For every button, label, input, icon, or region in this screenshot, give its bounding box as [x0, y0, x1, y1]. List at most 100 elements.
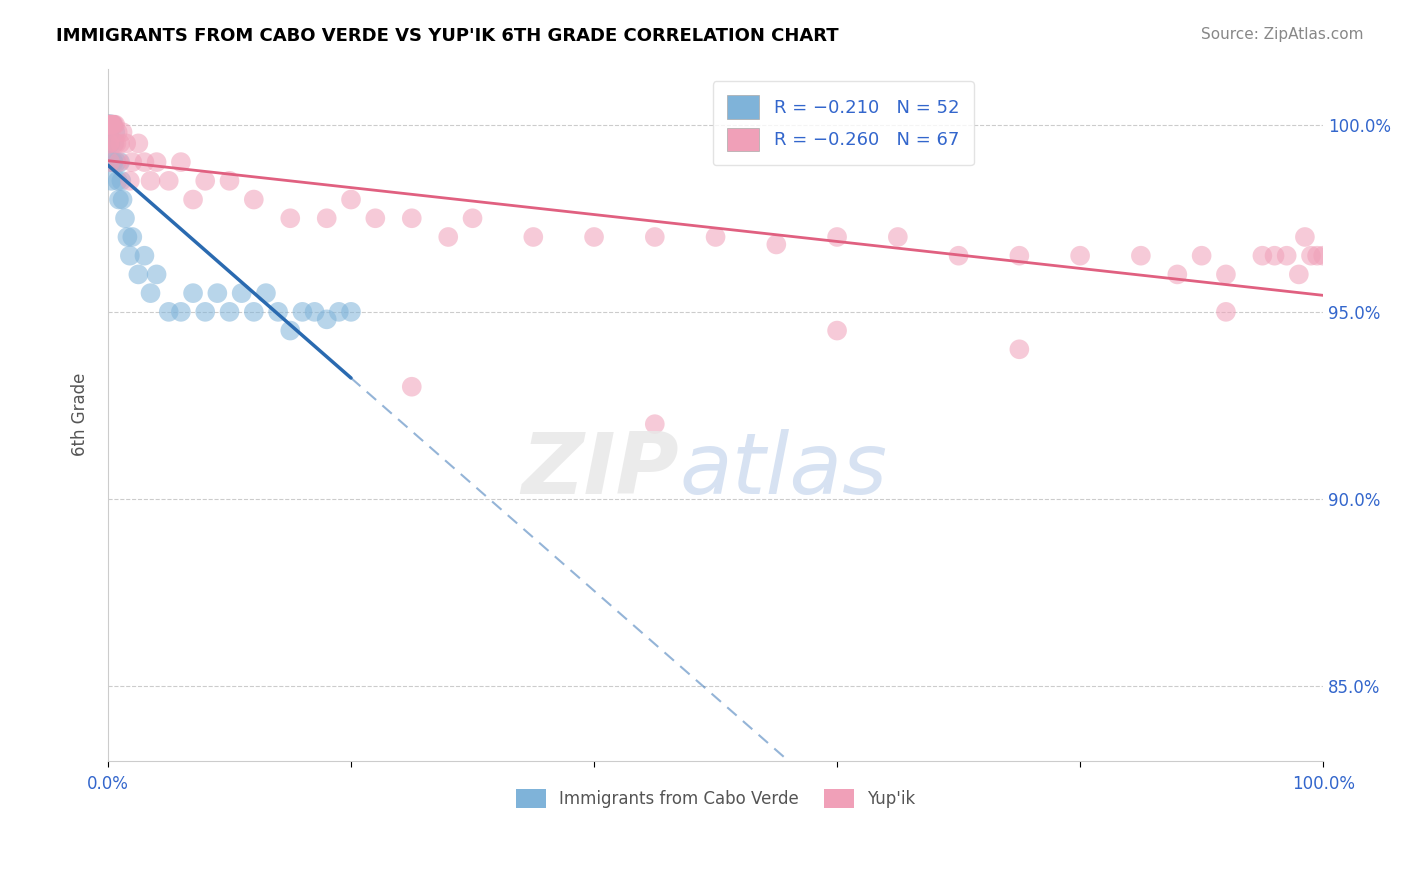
Point — [1008, 249, 1031, 263]
Point — [315, 211, 337, 226]
Point — [583, 230, 606, 244]
Text: IMMIGRANTS FROM CABO VERDE VS YUP'IK 6TH GRADE CORRELATION CHART: IMMIGRANTS FROM CABO VERDE VS YUP'IK 6TH… — [56, 27, 839, 45]
Point — [101, 118, 124, 132]
Point — [100, 118, 122, 132]
Point — [107, 174, 129, 188]
Point — [170, 305, 193, 319]
Point — [100, 118, 122, 132]
Point — [328, 305, 350, 319]
Point — [103, 118, 125, 132]
Point — [108, 136, 131, 151]
Point — [134, 155, 156, 169]
Point — [98, 118, 121, 132]
Point — [1299, 249, 1322, 263]
Point — [98, 118, 121, 132]
Point — [100, 118, 122, 132]
Point — [157, 305, 180, 319]
Point — [139, 174, 162, 188]
Point — [461, 211, 484, 226]
Point — [98, 136, 121, 151]
Point — [522, 230, 544, 244]
Point — [218, 305, 240, 319]
Point — [111, 125, 134, 139]
Point — [1306, 249, 1329, 263]
Point — [121, 230, 143, 244]
Point — [118, 174, 141, 188]
Point — [1008, 343, 1031, 357]
Point — [157, 174, 180, 188]
Point — [98, 118, 121, 132]
Point — [765, 237, 787, 252]
Point — [139, 286, 162, 301]
Point — [1275, 249, 1298, 263]
Point — [101, 118, 124, 132]
Point — [97, 118, 120, 132]
Point — [340, 193, 363, 207]
Point — [98, 125, 121, 139]
Point — [117, 230, 139, 244]
Point — [108, 155, 131, 169]
Point — [315, 312, 337, 326]
Y-axis label: 6th Grade: 6th Grade — [72, 373, 89, 457]
Point — [948, 249, 970, 263]
Point — [100, 136, 122, 151]
Point — [100, 118, 122, 132]
Point — [108, 193, 131, 207]
Point — [100, 174, 122, 188]
Point — [231, 286, 253, 301]
Point — [207, 286, 229, 301]
Point — [1251, 249, 1274, 263]
Point — [103, 155, 125, 169]
Point — [825, 230, 848, 244]
Point — [97, 118, 120, 132]
Point — [98, 118, 121, 132]
Point — [304, 305, 326, 319]
Point — [98, 155, 121, 169]
Point — [1294, 230, 1316, 244]
Point — [97, 136, 120, 151]
Point — [218, 174, 240, 188]
Point — [100, 118, 122, 132]
Point — [1288, 268, 1310, 282]
Point — [108, 155, 131, 169]
Point — [704, 230, 727, 244]
Point — [267, 305, 290, 319]
Point — [127, 136, 149, 151]
Point — [97, 136, 120, 151]
Point — [243, 193, 266, 207]
Point — [134, 249, 156, 263]
Point — [104, 125, 127, 139]
Point — [98, 155, 121, 169]
Point — [243, 305, 266, 319]
Point — [194, 174, 217, 188]
Point — [340, 305, 363, 319]
Point — [97, 125, 120, 139]
Point — [145, 268, 167, 282]
Point — [1312, 249, 1334, 263]
Text: Source: ZipAtlas.com: Source: ZipAtlas.com — [1201, 27, 1364, 42]
Point — [114, 211, 136, 226]
Point — [111, 193, 134, 207]
Point — [437, 230, 460, 244]
Point — [170, 155, 193, 169]
Point — [644, 230, 666, 244]
Point — [110, 174, 132, 188]
Point — [278, 324, 301, 338]
Point — [115, 136, 138, 151]
Point — [100, 118, 122, 132]
Point — [825, 324, 848, 338]
Point — [254, 286, 277, 301]
Point — [107, 125, 129, 139]
Point — [104, 136, 127, 151]
Text: atlas: atlas — [679, 429, 887, 512]
Point — [1069, 249, 1091, 263]
Point — [1129, 249, 1152, 263]
Point — [1215, 305, 1237, 319]
Point — [105, 136, 128, 151]
Point — [101, 118, 124, 132]
Point — [105, 155, 128, 169]
Point — [1166, 268, 1188, 282]
Point — [181, 193, 204, 207]
Point — [364, 211, 387, 226]
Point — [194, 305, 217, 319]
